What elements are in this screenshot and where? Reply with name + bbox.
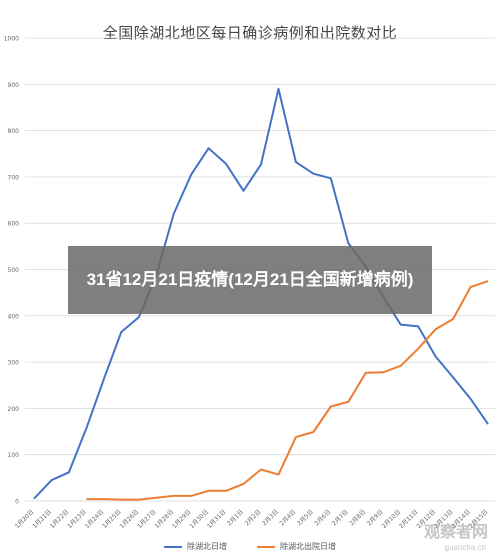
legend-label-discharged: 除湖北出院日增 [280,542,336,551]
y-tick-label: 700 [8,174,20,181]
y-tick-label: 600 [8,221,20,228]
chart-title: 全国除湖北地区每日确诊病例和出院数对比 [102,24,398,42]
x-tick-label: 2月4日 [278,508,297,527]
y-axis-ticks: 0 100 200 300 400 500 600 700 800 900 1000 [4,36,19,506]
x-tick-label: 2月2日 [244,508,263,527]
x-axis-ticks: 1月20日1月21日1月22日1月23日1月24日1月25日1月26日1月27日… [14,508,490,530]
y-tick-label: 800 [8,128,20,135]
x-tick-label: 2月6日 [313,508,332,527]
legend-item-discharged: 除湖北出院日增 [257,541,336,552]
y-tick-label: 200 [8,406,20,413]
legend-swatch-discharged [257,545,275,548]
x-tick-label: 2月5日 [296,508,315,527]
x-tick-label: 1月31日 [206,508,228,530]
headline-banner[interactable]: 31省12月21日疫情(12月21日全国新增病例) [68,246,432,314]
x-tick-label: 2月3日 [261,508,280,527]
x-tick-label: 2月7日 [331,508,350,527]
legend: 除湖北日增 除湖北出院日增 [0,541,500,552]
series-line-1 [86,280,489,501]
watermark-url: guancha.cn [444,543,486,552]
y-tick-label: 300 [8,360,20,367]
x-tick-label: 2月8日 [348,508,367,527]
y-tick-label: 1000 [4,36,19,43]
y-tick-label: 900 [8,82,20,89]
y-tick-label: 100 [8,452,20,459]
series-layer [33,87,489,501]
legend-swatch-confirmed [164,545,182,548]
y-tick-label: 0 [15,499,19,506]
y-tick-label: 500 [8,267,20,274]
x-tick-label: 2月1日 [226,508,245,527]
y-tick-label: 400 [8,313,20,320]
grid-layer [25,37,495,502]
headline-text: 31省12月21日疫情(12月21日全国新增病例) [86,270,414,289]
watermark-logo: 观察者网 [423,524,488,541]
legend-label-confirmed: 除湖北日增 [187,542,227,551]
legend-item-confirmed: 除湖北日增 [164,541,227,552]
